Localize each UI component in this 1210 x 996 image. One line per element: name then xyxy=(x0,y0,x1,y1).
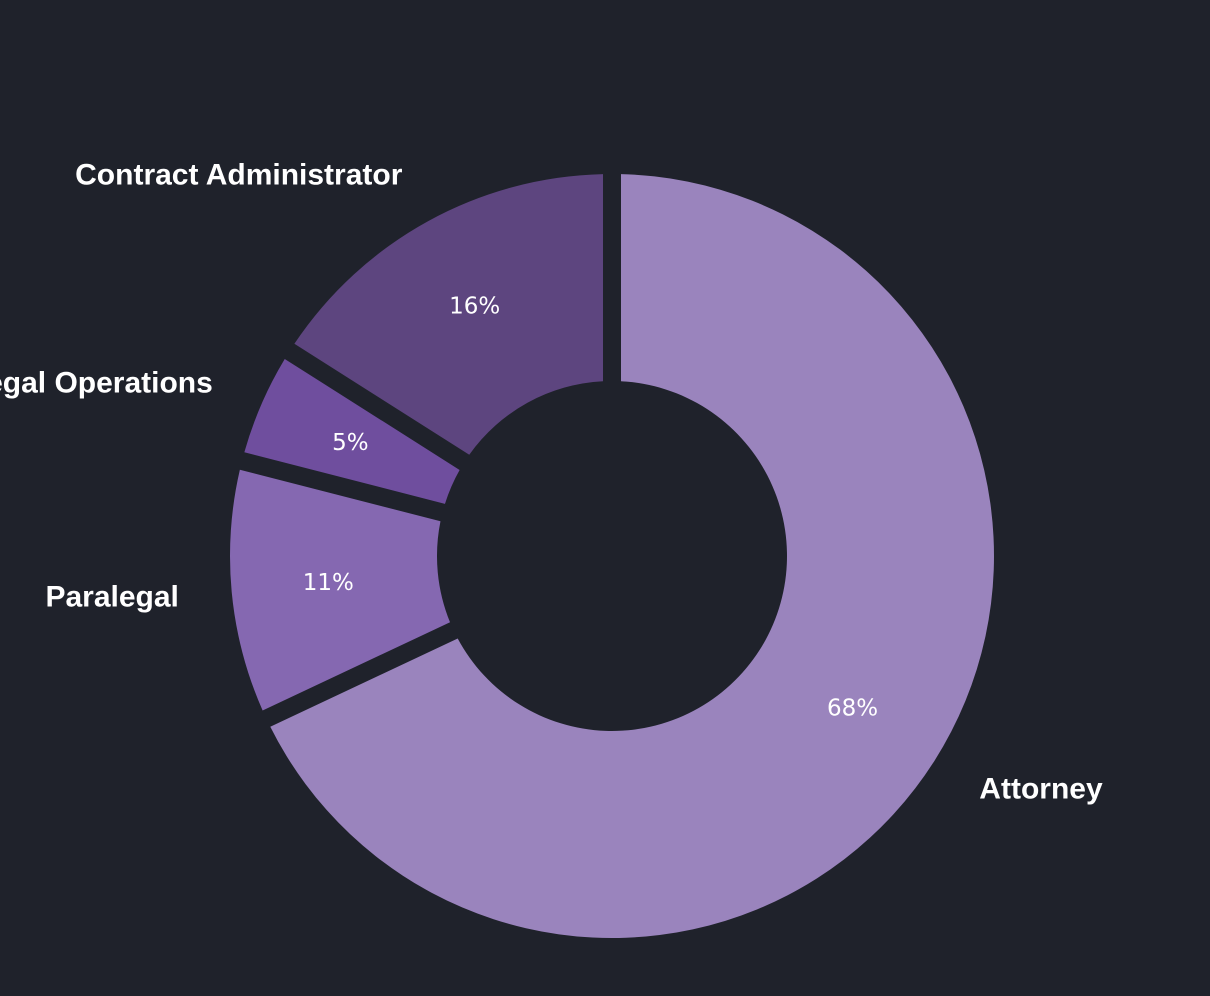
value-label-paralegal: 11% xyxy=(303,570,354,596)
slice-legal-operations xyxy=(244,358,460,504)
slices-layer xyxy=(230,174,994,939)
category-label-contract-administrator: Contract Administrator xyxy=(75,158,403,191)
slice-contract-administrator xyxy=(294,174,603,455)
slice-attorney xyxy=(270,174,994,939)
category-label-attorney: Attorney xyxy=(979,773,1103,806)
labels-layer: 68% Attorney 11% Paralegal 5% Legal Operation… xyxy=(0,158,1103,805)
value-label-contract-administrator: 16% xyxy=(449,293,500,319)
value-label-attorney: 68% xyxy=(827,696,878,722)
category-label-legal-operations: Legal Operations xyxy=(0,367,213,400)
category-label-paralegal: Paralegal xyxy=(45,580,178,613)
slice-paralegal xyxy=(230,469,451,711)
value-label-legal-operations: 5% xyxy=(332,430,369,456)
